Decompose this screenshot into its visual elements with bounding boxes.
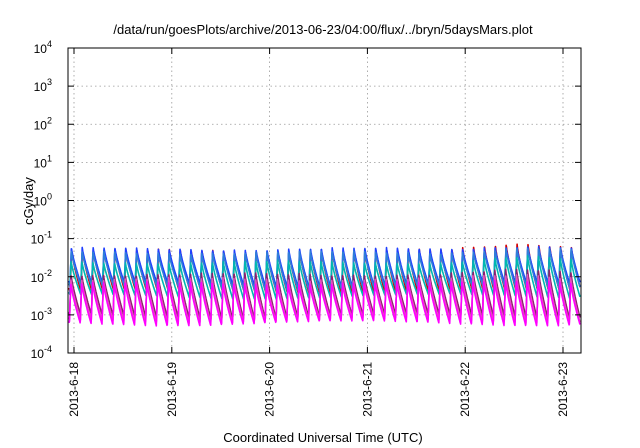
y-tick-label: 10-2 [31, 268, 52, 285]
y-tick-label: 101 [34, 153, 52, 170]
x-tick-label: 2013-6-21 [360, 362, 374, 417]
x-tick-label: 2013-6-18 [67, 362, 81, 417]
x-axis-label: Coordinated Universal Time (UTC) [223, 430, 422, 445]
x-axis: 2013-6-18 2013-6-19 2013-6-20 2013-6-21 2013… [67, 48, 570, 417]
y-tick-label: 100 [34, 192, 52, 209]
y-tick-label: 103 [34, 77, 52, 94]
x-tick-label: 2013-6-23 [556, 362, 570, 417]
series-line [68, 268, 581, 320]
x-tick-label: 2013-6-20 [263, 362, 277, 417]
y-tick-label: 104 [34, 39, 52, 56]
chart-title: /data/run/goesPlots/archive/2013-06-23/0… [113, 22, 533, 37]
y-axis-label: cGy/day [21, 177, 36, 225]
y-tick-label: 10-3 [31, 306, 52, 323]
series-line [68, 279, 581, 327]
series-line [68, 255, 581, 301]
series-line [68, 273, 581, 325]
x-tick-label: 2013-6-22 [458, 362, 472, 417]
x-tick-label: 2013-6-19 [165, 362, 179, 417]
y-tick-label: 10-1 [31, 230, 52, 247]
series-line [68, 247, 581, 292]
y-tick-label: 10-4 [31, 344, 52, 361]
series-group [68, 243, 581, 327]
y-tick-label: 102 [34, 115, 52, 132]
